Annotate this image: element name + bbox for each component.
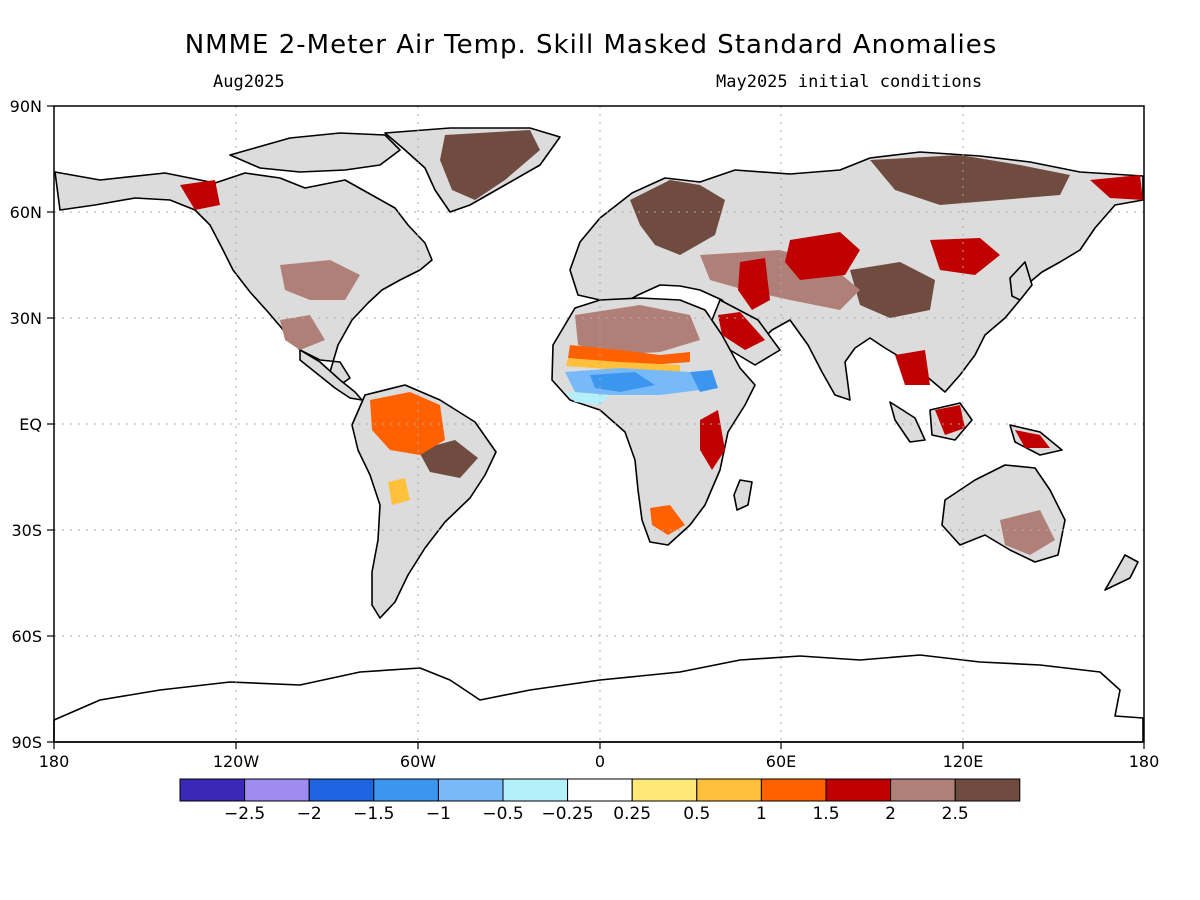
anomaly-patch-mexico bbox=[280, 315, 325, 350]
anomaly-patches bbox=[180, 130, 1143, 555]
anomaly-patch-west-africa-deep-blue bbox=[590, 372, 655, 392]
anomaly-patch-indonesia bbox=[935, 405, 965, 435]
anomaly-patch-new-guinea bbox=[1015, 430, 1050, 448]
anomaly-patch-south-america bbox=[388, 478, 410, 505]
colorbar: −2.5 −2 −1.5 −1 −0.5 −0.25 0.25 0.5 1 1.5 2 2.5 bbox=[179, 778, 1021, 824]
colorbar-swatch bbox=[890, 778, 956, 802]
colorbar-label: 0.25 bbox=[613, 804, 651, 824]
lat-label: 90N bbox=[10, 97, 42, 116]
anomaly-patch-far-east bbox=[1090, 175, 1143, 200]
lon-label: 120E bbox=[943, 752, 984, 771]
tick-marks bbox=[47, 105, 1145, 749]
init-conditions-label: May2025 initial conditions bbox=[716, 72, 982, 92]
colorbar-label: −0.25 bbox=[542, 804, 594, 824]
colorbar-label: −2 bbox=[297, 804, 322, 824]
lat-label: EQ bbox=[19, 415, 42, 434]
lat-label: 60N bbox=[10, 203, 42, 222]
anomaly-patch-north-asia bbox=[870, 155, 1070, 205]
colorbar-label: 1.5 bbox=[812, 804, 839, 824]
colorbar-label: 0.5 bbox=[683, 804, 710, 824]
land-central-america bbox=[299, 349, 363, 401]
anomaly-patch-east-africa bbox=[700, 410, 725, 470]
longitude-labels: 180 120W 60W 0 60E 120E 180 bbox=[39, 752, 1160, 771]
valid-month-label: Aug2025 bbox=[213, 72, 285, 92]
anomaly-patch-china bbox=[850, 262, 935, 318]
latitude-labels: 90N 60N 30N EQ 30S 60S 90S bbox=[10, 97, 42, 752]
land-japan bbox=[1009, 261, 1033, 301]
anomaly-patch-australia bbox=[1000, 510, 1055, 555]
graticule bbox=[54, 106, 1144, 742]
colorbar-swatch bbox=[567, 778, 633, 802]
chart-title: NMME 2-Meter Air Temp. Skill Masked Stan… bbox=[185, 30, 998, 60]
colorbar-swatch bbox=[954, 778, 1021, 802]
colorbar-swatch bbox=[179, 778, 246, 802]
anomaly-patch-caspian bbox=[738, 258, 770, 310]
colorbar-swatch bbox=[308, 778, 375, 802]
colorbar-label: −1.5 bbox=[353, 804, 394, 824]
colorbar-swatch bbox=[825, 778, 892, 802]
land-north-america bbox=[54, 171, 433, 386]
lon-label: 180 bbox=[39, 752, 70, 771]
colorbar-swatch bbox=[696, 778, 762, 802]
lat-label: 90S bbox=[11, 733, 42, 752]
anomaly-patch-greenland bbox=[440, 130, 540, 200]
colorbar-swatch bbox=[631, 778, 698, 802]
anomaly-patch-cyan bbox=[565, 392, 610, 405]
colorbar-label: −0.5 bbox=[482, 804, 523, 824]
anomaly-patch-sahel-red bbox=[568, 345, 690, 365]
anomaly-patch-europe bbox=[630, 180, 725, 255]
anomaly-patch-alaska bbox=[180, 180, 220, 210]
lon-label: 180 bbox=[1129, 752, 1160, 771]
map-panel: 90N 60N 30N EQ 30S 60S 90S 180 120W 60W … bbox=[10, 97, 1160, 771]
anomaly-patch-sahel-orange bbox=[566, 358, 680, 372]
colorbar-swatch bbox=[373, 778, 439, 802]
colorbar-label: 2.5 bbox=[942, 804, 969, 824]
lon-label: 120W bbox=[213, 752, 260, 771]
colorbar-cells bbox=[179, 778, 1021, 802]
land-new-zealand bbox=[1104, 554, 1139, 591]
land-antarctica bbox=[53, 654, 1144, 743]
anomaly-patch-brazil bbox=[418, 440, 478, 478]
anomaly-patch-southern-africa bbox=[650, 505, 685, 535]
colorbar-swatch bbox=[244, 778, 310, 802]
lat-label: 30N bbox=[10, 309, 42, 328]
colorbar-label: −1 bbox=[426, 804, 451, 824]
anomaly-patch-east-africa-blue bbox=[690, 370, 718, 392]
lon-label: 60W bbox=[400, 752, 436, 771]
colorbar-labels: −2.5 −2 −1.5 −1 −0.5 −0.25 0.25 0.5 1 1.5 2 2.5 bbox=[224, 804, 969, 824]
colorbar-label: 1 bbox=[756, 804, 767, 824]
anomaly-patch-east-asia bbox=[930, 238, 1000, 275]
lon-label: 60E bbox=[766, 752, 796, 771]
colorbar-swatch bbox=[760, 778, 827, 802]
land-arctic-islands bbox=[229, 132, 401, 173]
land-sumatra bbox=[889, 401, 926, 443]
anomaly-patch-west-asia bbox=[785, 232, 860, 280]
colorbar-swatch bbox=[437, 778, 504, 802]
lat-label: 60S bbox=[11, 627, 42, 646]
colorbar-label: −2.5 bbox=[224, 804, 265, 824]
anomaly-patch-eastern-us bbox=[280, 260, 360, 300]
colorbar-swatch bbox=[502, 778, 569, 802]
anomaly-patch-indochina bbox=[895, 350, 930, 385]
lon-label: 0 bbox=[595, 752, 605, 771]
lat-label: 30S bbox=[11, 521, 42, 540]
anomaly-patch-middle-east bbox=[718, 312, 765, 350]
land-madagascar bbox=[733, 479, 753, 511]
colorbar-label: 2 bbox=[885, 804, 896, 824]
